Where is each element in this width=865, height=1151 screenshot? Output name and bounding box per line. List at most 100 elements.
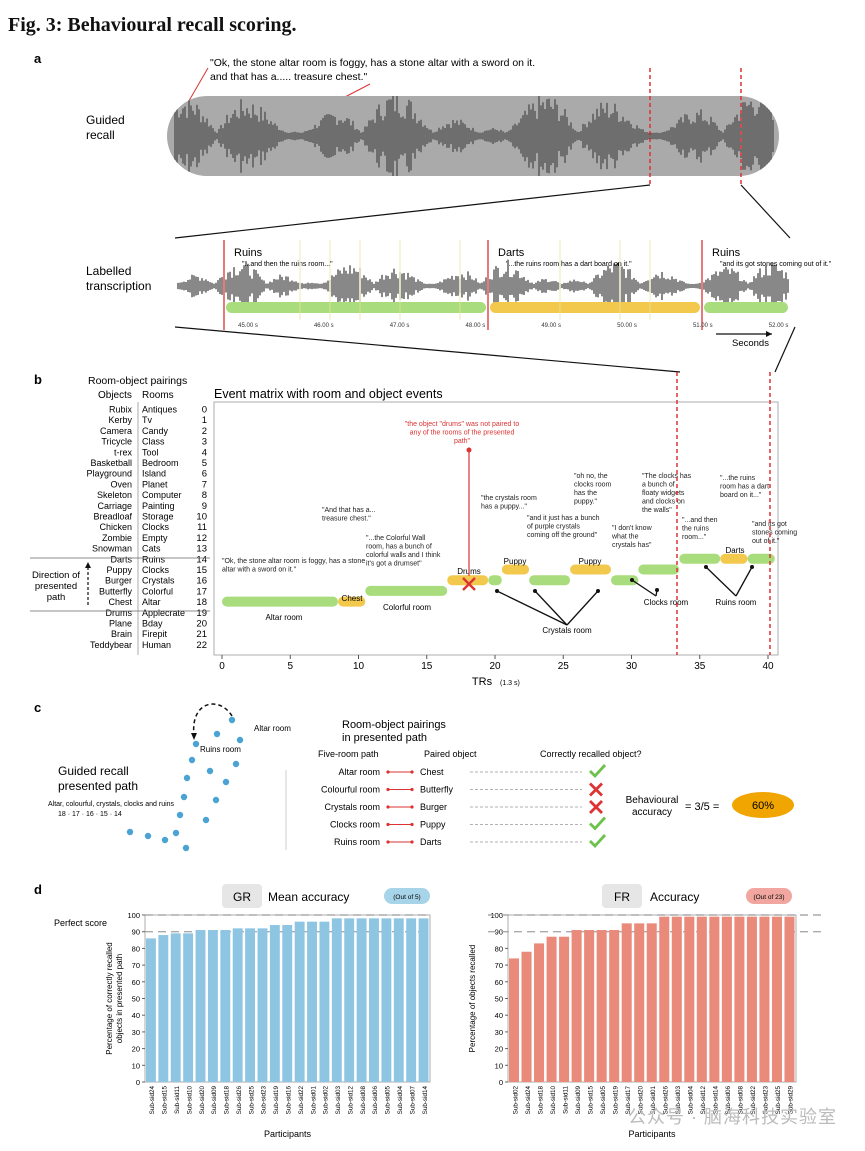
- category-label: Sub-sid12: [700, 1086, 707, 1115]
- chart-badge-bg: [602, 884, 642, 908]
- data-bar: [418, 918, 429, 1082]
- data-bar: [195, 930, 206, 1082]
- category-label: Sub-sid04: [397, 1086, 404, 1115]
- category-label: Sub-sid26: [663, 1086, 670, 1115]
- pairing-object: Breadloaf: [93, 512, 132, 522]
- y-axis-label: Percentage of objects recalled: [468, 945, 477, 1053]
- data-bar: [232, 928, 243, 1082]
- room-callout: Crystals room: [542, 626, 592, 635]
- pairing-room: Antiques: [142, 405, 178, 415]
- x-tick-label: 20: [489, 661, 501, 672]
- pairing-room: Clocks: [142, 522, 170, 532]
- category-label: Sub-sid01: [650, 1086, 657, 1115]
- pair-link-dot: [386, 840, 390, 844]
- path-text: Altar, colourful, crystals, clocks and r…: [48, 801, 175, 808]
- data-bar: [146, 938, 156, 1082]
- segment-label: Darts: [498, 247, 525, 259]
- data-bar: [183, 933, 194, 1082]
- pairing-object: t-rex: [114, 447, 133, 457]
- x-tick-label: 5: [287, 661, 293, 672]
- path-node: [183, 774, 191, 782]
- y-tick-label: 20: [132, 1045, 140, 1054]
- pair-link-dot: [410, 805, 414, 809]
- panel-d: Perfect score GR Mean accuracy (Out of 5) 0 1…: [54, 884, 821, 1139]
- pairing-object: Playground: [86, 469, 132, 479]
- chart-note-bg: [384, 888, 430, 904]
- event-bar-label: Darts: [725, 546, 744, 555]
- callout-dot: [655, 588, 659, 592]
- category-label: Sub-sid12: [347, 1086, 354, 1115]
- row-index: 14: [196, 554, 207, 565]
- time-tick: 52.00 s: [769, 323, 789, 329]
- data-bar: [294, 921, 305, 1082]
- data-bar: [684, 916, 695, 1082]
- pairing-room: Firepit: [142, 629, 168, 639]
- category-label: Sub-sid24: [525, 1086, 532, 1115]
- data-bar: [584, 930, 595, 1082]
- fraction: = 3/5 =: [685, 801, 719, 813]
- pair-link-dot: [386, 787, 390, 792]
- matrix-annotation: "...the Colorful Wall room, has a bunch o…: [366, 535, 441, 568]
- matrix-frame: [213, 401, 779, 656]
- y-tick-label: 90: [132, 928, 140, 937]
- chart-note-bg: [746, 888, 792, 904]
- data-bar: [671, 916, 682, 1082]
- x-axis-label: Participants: [264, 1129, 312, 1139]
- panel-a-letter: a: [34, 51, 42, 66]
- y-tick-label: 100: [127, 911, 140, 920]
- path-node: [126, 828, 134, 836]
- time-tick: 49.00 s: [541, 323, 561, 329]
- behav-label-2: accuracy: [632, 807, 672, 818]
- callout-line: [705, 566, 737, 597]
- category-label: Sub-sid18: [224, 1086, 231, 1115]
- callout-line: [566, 590, 599, 626]
- labelled-segments: Ruins "...and then the ruins room..." Dart…: [223, 240, 832, 349]
- pairing-object: Snowman: [92, 544, 132, 554]
- pairing-room: Tv: [142, 415, 152, 425]
- x-tick-label: 0: [219, 661, 225, 672]
- category-label: Sub-sid24: [149, 1086, 156, 1115]
- matrix-annotation: "The clocks has a bunch of floaty widgets a…: [642, 473, 692, 514]
- y-tick-label: 0: [136, 1078, 140, 1087]
- perfect-score-label: Perfect score: [54, 918, 107, 928]
- segment-bar: [490, 302, 700, 313]
- chart-title: Mean accuracy: [268, 890, 349, 904]
- row-index: 3: [202, 437, 207, 448]
- pairing-room: Crystals: [142, 576, 175, 586]
- y-tick-label: 10: [495, 1061, 503, 1070]
- category-label: Sub-sid08: [738, 1086, 745, 1115]
- matrix-annotation: "...the ruins room has a dart board on it.…: [720, 475, 769, 499]
- row-index: 20: [196, 619, 207, 630]
- labelled-waveform: [177, 259, 789, 313]
- category-label: Sub-sid02: [323, 1086, 330, 1115]
- category-label: Sub-sid01: [310, 1086, 317, 1115]
- matrix-annotation: "I don't know what the crystals has": [611, 525, 653, 549]
- guided-recall-label-2: recall: [86, 128, 115, 142]
- pairing-object: Chicken: [99, 522, 132, 532]
- category-label: Sub-sid09: [211, 1086, 218, 1115]
- altar-room-label: Altar room: [254, 724, 291, 733]
- event-bar-label: Altar room: [266, 613, 303, 622]
- row-index: 13: [196, 544, 207, 555]
- matrix-annotation: "And that has a... treasure chest.": [322, 507, 376, 523]
- data-bar: [220, 930, 231, 1082]
- row-index: 1: [202, 415, 207, 426]
- panel-a-quote-line1: "Ok, the stone altar room is foggy, has …: [210, 57, 535, 69]
- pair-link-dot: [410, 840, 414, 844]
- check-icon: [589, 764, 607, 779]
- drums-pointer-dot: [466, 447, 472, 453]
- y-tick-label: 80: [495, 944, 503, 953]
- category-label: Sub-sid06: [725, 1086, 732, 1115]
- x-axis-unit: (1.3 s): [500, 680, 520, 687]
- pair-link-dot: [386, 822, 390, 827]
- callout-dot: [533, 589, 537, 593]
- seconds-arrowhead: [766, 331, 772, 337]
- pairing-object: Camera: [100, 426, 132, 436]
- callout-line: [631, 579, 657, 597]
- time-tick: 51.00 s: [693, 323, 713, 329]
- category-label: Sub-sid26: [236, 1086, 243, 1115]
- chart-note: (Out of 5): [393, 894, 420, 901]
- data-bar: [534, 943, 545, 1082]
- row-index: 7: [202, 479, 207, 490]
- pairing-object: Chest: [108, 597, 132, 607]
